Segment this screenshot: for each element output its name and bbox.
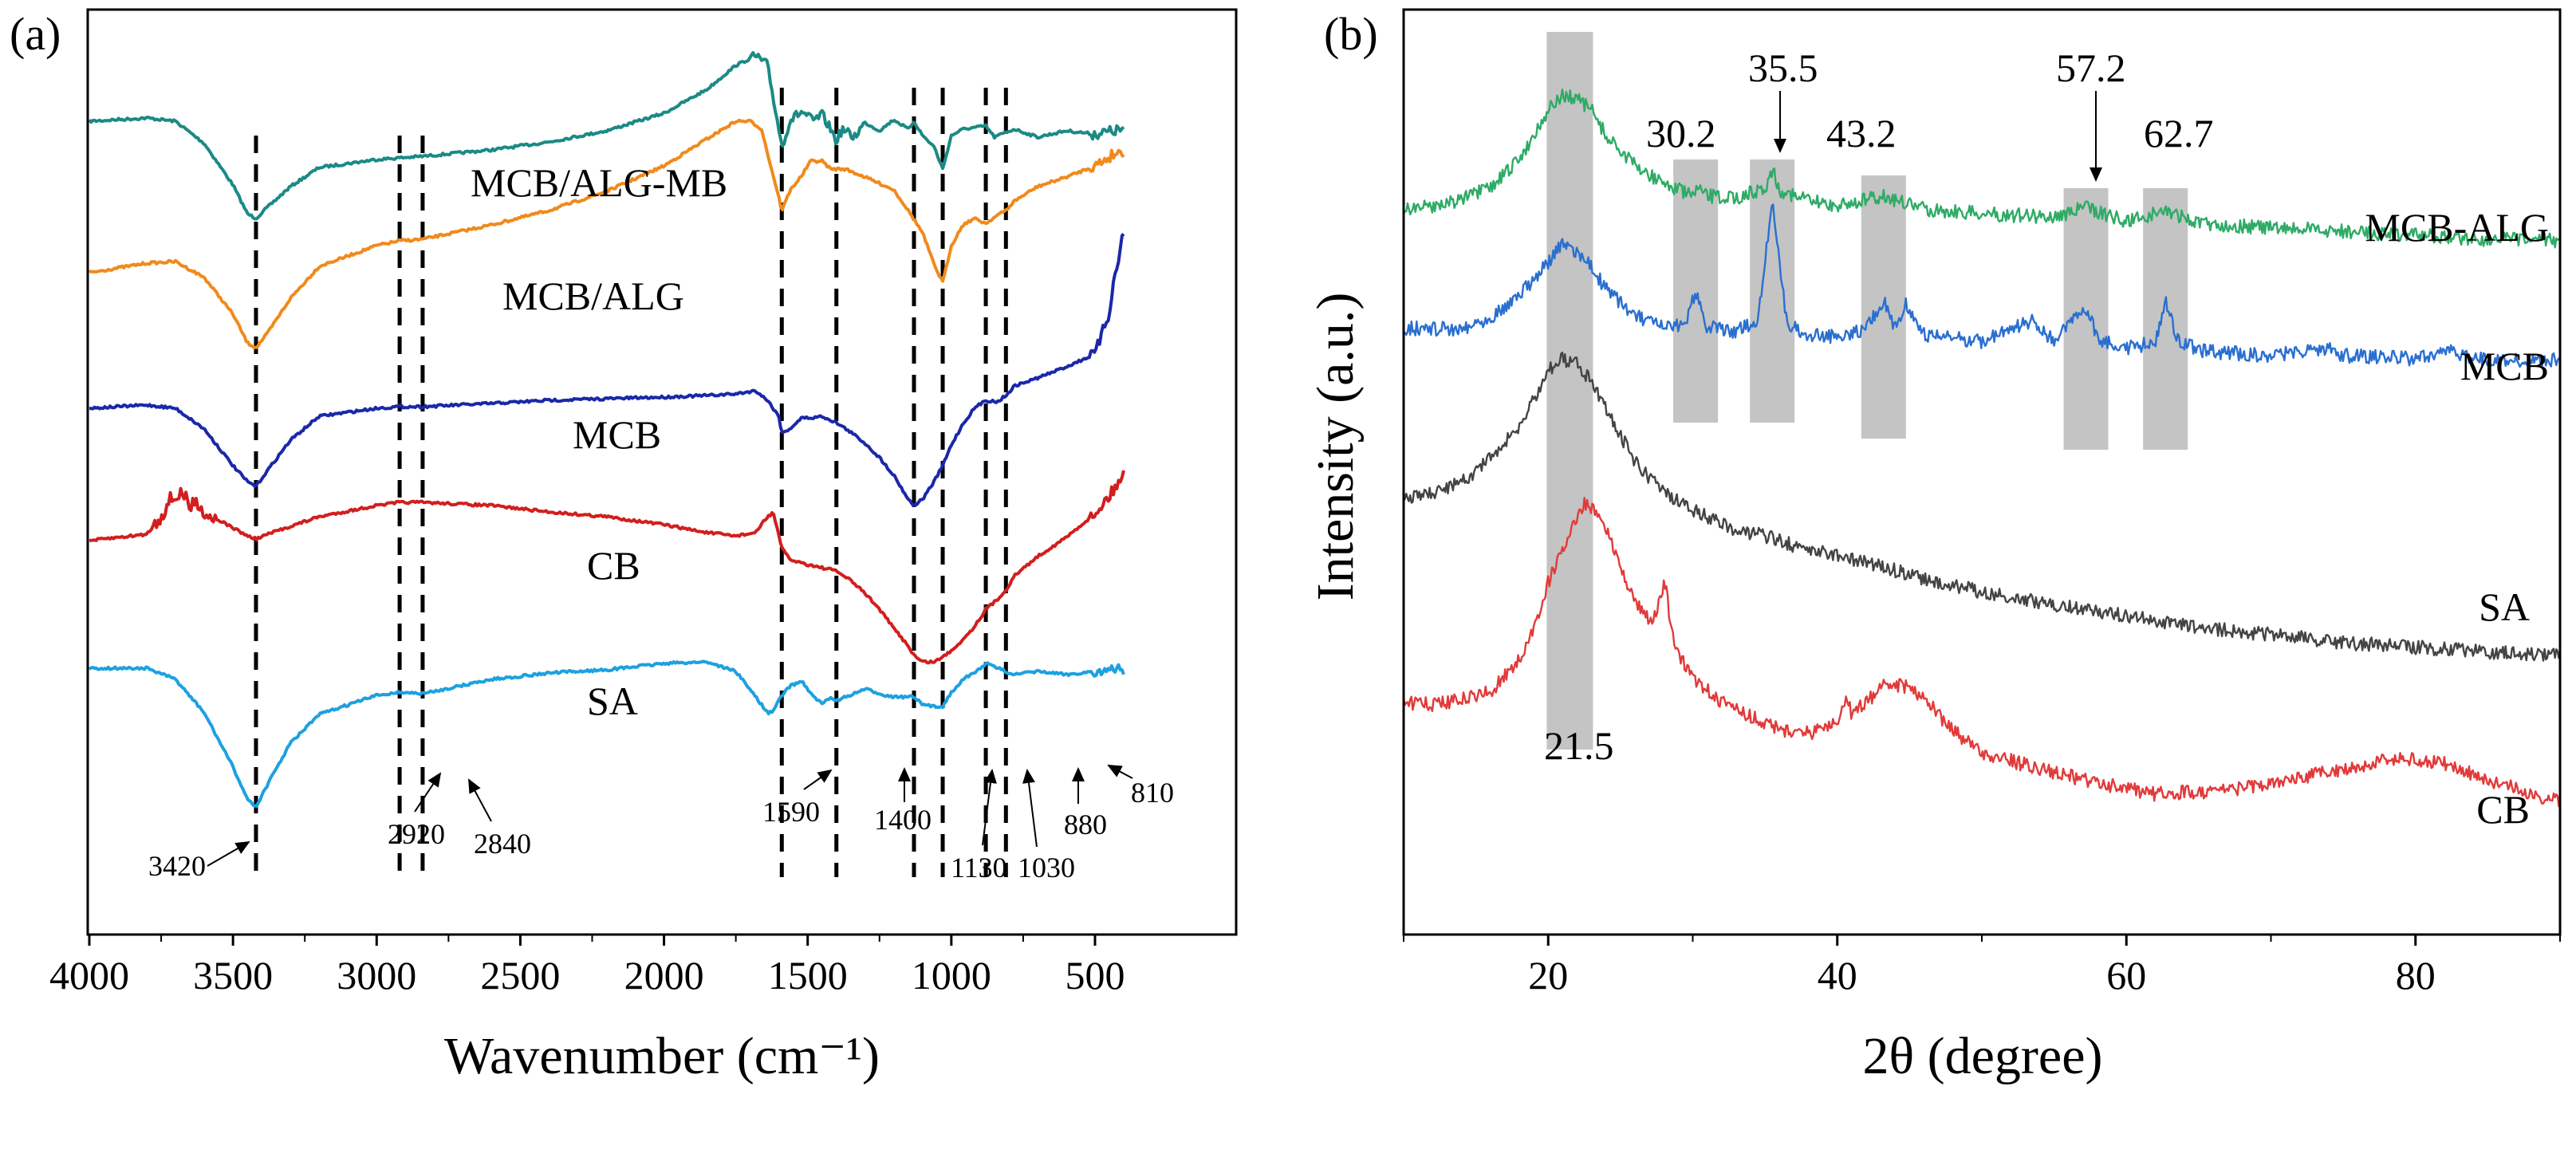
series-mcb-alg-mb	[88, 51, 1125, 221]
annotation-1130-arrow	[982, 769, 997, 846]
highlight-band-62-7	[2143, 188, 2188, 450]
annotation-810-arrow	[1107, 765, 1133, 779]
a-tick-label-1000: 1000	[912, 953, 991, 998]
b-tick-label-20: 20	[1528, 953, 1568, 998]
series-cb	[89, 470, 1125, 665]
annotation-1030-arrow	[1022, 769, 1038, 848]
b-x-ticks: 20 40 60 80	[1403, 935, 2561, 998]
b-series-group	[1402, 89, 2560, 808]
b-y-axis-title: Intensity (a.u.)	[1306, 293, 1365, 601]
peak-label-57-2: 57.2	[2056, 45, 2126, 90]
b-tick-label-80: 80	[2396, 953, 2436, 998]
panel-a-ftir: (a) 4000 3500 3000 2500 2000 1500 1000 500 MCB/…	[10, 8, 1238, 1085]
a-series-group	[88, 51, 1125, 808]
panel-a-frame	[86, 8, 1238, 936]
annotation-880-label: 880	[1064, 809, 1107, 840]
b-curve-label-mcb: MCB	[2460, 344, 2549, 388]
series-mcb	[89, 233, 1125, 507]
b-x-axis-title: 2θ (degree)	[1863, 1027, 2103, 1085]
annotation-3420: 3420	[148, 841, 250, 882]
b-curve-label-mcb-alg: MCB-ALG	[2365, 205, 2549, 250]
a-dashed-markers	[254, 88, 1008, 877]
annotation-810-label: 810	[1131, 777, 1174, 809]
curve-label-mcb-alg: MCB/ALG	[502, 274, 684, 318]
a-x-axis-title: Wavenumber (cm⁻¹)	[444, 1027, 880, 1085]
annotation-2840-label: 2840	[474, 828, 531, 860]
annotation-3420-label: 3420	[148, 850, 206, 882]
peak-label-35-5: 35.5	[1748, 45, 1818, 90]
annotation-2840: 2840	[468, 778, 531, 860]
b-curve-label-cb: CB	[2476, 787, 2530, 832]
b-series-mcb-alg	[1402, 89, 2560, 249]
series-sa	[88, 659, 1125, 808]
b-tick-label-60: 60	[2106, 953, 2146, 998]
peak-label-21-5: 21.5	[1544, 723, 1614, 768]
a-tick-label-3000: 3000	[337, 953, 416, 998]
b-series-cb	[1402, 497, 2560, 808]
b-series-mcb	[1403, 203, 2560, 368]
annotation-1030: 1030	[1018, 769, 1075, 884]
annotation-1030-label: 1030	[1018, 852, 1075, 884]
panel-b-xrd: (b) 20 40 60 80 MCB-ALG MCB SA CB 21.5 30.2…	[1306, 8, 2562, 1085]
peak-label-62-7: 62.7	[2144, 111, 2214, 155]
curve-label-mcb-alg-mb: MCB/ALG-MB	[471, 160, 727, 205]
curve-label-sa: SA	[587, 679, 638, 723]
a-x-ticks: 4000 3500 3000 2500 2000 1500 1000 500	[49, 935, 1125, 998]
a-tick-label-1500: 1500	[768, 953, 848, 998]
curve-label-cb: CB	[587, 543, 640, 588]
annotation-2920-arrow	[414, 772, 442, 813]
a-tick-label-2500: 2500	[480, 953, 560, 998]
panel-b-label: (b)	[1324, 8, 1378, 60]
b-tick-label-40: 40	[1818, 953, 1857, 998]
highlight-band-21-5	[1546, 32, 1593, 750]
annotation-1400-label: 1400	[874, 804, 932, 836]
annotation-3420-arrow	[207, 841, 250, 867]
a-tick-label-3500: 3500	[193, 953, 273, 998]
annotation-810: 810	[1107, 765, 1174, 809]
highlight-band-30-2	[1673, 159, 1719, 423]
annotation-1590-arrow	[803, 769, 833, 790]
annotation-1130-label: 1130	[951, 852, 1007, 884]
a-tick-label-2000: 2000	[624, 953, 704, 998]
peak-label-43-2: 43.2	[1826, 111, 1897, 155]
peak-label-30-2: 30.2	[1646, 111, 1716, 155]
annotation-2920-label: 2920	[388, 818, 445, 850]
annotation-2920: 2920	[388, 772, 445, 850]
series-mcb-alg	[89, 118, 1125, 349]
curve-label-mcb: MCB	[573, 412, 661, 457]
a-tick-label-4000: 4000	[49, 953, 129, 998]
annotation-1590-label: 1590	[762, 796, 820, 828]
annotation-1130: 1130	[951, 769, 1007, 884]
b-series-sa	[1402, 351, 2560, 662]
b-curve-label-sa: SA	[2479, 584, 2530, 629]
annotation-880: 880	[1064, 767, 1107, 840]
panel-a-label: (a)	[10, 8, 61, 60]
a-tick-label-500: 500	[1065, 953, 1125, 998]
annotation-1400: 1400	[874, 767, 932, 836]
annotation-1590: 1590	[762, 769, 833, 828]
annotation-2840-arrow	[468, 778, 492, 822]
highlight-band-35-5	[1750, 159, 1795, 423]
